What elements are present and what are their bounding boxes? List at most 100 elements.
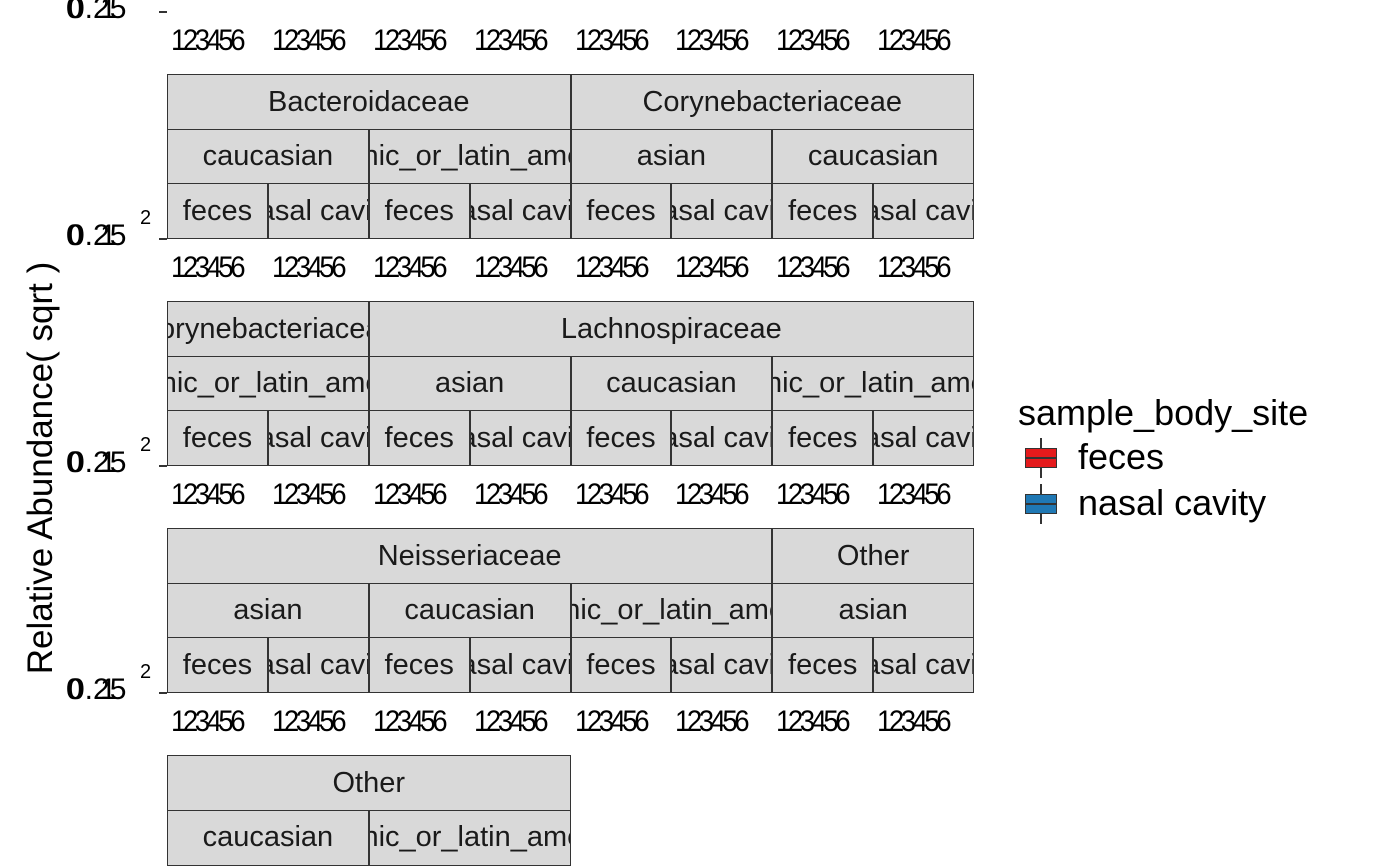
y-tick-label: 2 — [140, 661, 152, 683]
facet-strip-ethnicity: asian — [167, 582, 369, 639]
y-tick-label: 1 — [100, 219, 117, 252]
x-tick-labels: 123456 — [877, 251, 952, 284]
facet-strip-ethnicity: asian — [772, 582, 974, 639]
x-tick-labels: 123456 — [473, 24, 549, 57]
y-tick-label: 0 — [66, 673, 83, 706]
x-tick-labels: 123456 — [473, 705, 549, 738]
legend-item-feces: feces — [1018, 434, 1308, 480]
facet-strip-body-site: nasal cavity — [671, 637, 773, 693]
facet-strip-family: Neisseriaceae — [167, 528, 773, 584]
facet-strip-body-site: feces — [368, 183, 470, 239]
x-tick-labels: 123456 — [574, 478, 650, 511]
y-tick-label: 2 — [140, 434, 152, 456]
facet-strip-body-site: feces — [570, 637, 672, 693]
x-tick-labels: 123456 — [574, 24, 650, 57]
y-tick-label: 2 — [140, 207, 152, 229]
facet-strip-family: Other — [772, 528, 974, 584]
facet-strip-family: Corynebacteriaceae — [167, 301, 369, 357]
x-tick-labels: 123456 — [877, 24, 952, 57]
y-tick-mark — [159, 465, 167, 467]
x-tick-labels: 123456 — [271, 251, 347, 284]
facet-strip-body-site: nasal cavity — [671, 183, 773, 239]
legend: sample_body_site feces nasal cavity — [1018, 392, 1308, 526]
facet-strip-body-site: nasal cavity — [267, 410, 369, 466]
x-tick-labels: 123456 — [271, 705, 347, 738]
facet-strip-family: Corynebacteriaceae — [570, 74, 974, 130]
facet-strip-body-site: nasal cavity — [469, 183, 571, 239]
y-tick-label: 2 — [140, 0, 151, 3]
legend-label-nasal-cavity: nasal cavity — [1078, 482, 1267, 523]
x-tick-labels: 123456 — [372, 24, 448, 57]
y-tick-label: 0 — [66, 446, 83, 479]
facet-strip-body-site: nasal cavity — [267, 637, 369, 693]
x-tick-labels: 123456 — [675, 705, 750, 738]
x-tick-labels: 123456 — [675, 24, 750, 57]
facet-strip-ethnicity: caucasian — [167, 128, 369, 185]
facet-strip-ethnicity: asian — [570, 128, 773, 185]
x-tick-labels: 123456 — [171, 478, 246, 511]
y-tick-label: 1 — [100, 673, 117, 706]
facet-strip-ethnicity: hispanic_or_latin_american — [167, 355, 369, 412]
facet-strip-body-site: feces — [368, 637, 470, 693]
x-tick-labels: 123456 — [171, 251, 246, 284]
y-tick-label: 1 — [100, 446, 117, 479]
x-tick-labels: 123456 — [271, 478, 347, 511]
y-tick-label: 1 — [100, 0, 117, 25]
facet-strip-body-site: feces — [368, 410, 470, 466]
y-tick-mark — [159, 238, 167, 240]
x-tick-labels: 123456 — [776, 705, 851, 738]
x-tick-labels: 123456 — [473, 251, 549, 284]
facet-strip-ethnicity: asian — [368, 355, 571, 412]
x-tick-labels: 123456 — [271, 24, 347, 57]
x-tick-labels: 123456 — [372, 251, 448, 284]
x-tick-labels: 123456 — [776, 251, 851, 284]
x-tick-labels: 123456 — [574, 251, 650, 284]
legend-label-feces: feces — [1078, 436, 1165, 477]
legend-item-nasal-cavity: nasal cavity — [1018, 480, 1308, 526]
facet-strip-body-site: nasal cavity — [267, 183, 369, 239]
x-tick-labels: 123456 — [675, 478, 750, 511]
facet-strip-ethnicity: caucasian — [167, 809, 369, 866]
y-tick-label: 0 — [66, 219, 83, 252]
facet-strip-ethnicity: hispanic_or_latin_american — [368, 128, 571, 185]
facet-strip-ethnicity: caucasian — [368, 582, 571, 639]
x-tick-labels: 123456 — [675, 251, 750, 284]
legend-title: sample_body_site — [1018, 392, 1309, 433]
legend-key-feces — [1022, 434, 1060, 480]
x-tick-labels: 123456 — [372, 478, 448, 511]
facet-strip-ethnicity: hispanic_or_latin_american — [368, 809, 571, 866]
facet-strip-body-site: feces — [167, 637, 268, 693]
facet-strip-ethnicity: hispanic_or_latin_american — [570, 582, 773, 639]
y-tick-label: 0.25 — [68, 219, 127, 252]
y-tick-mark — [159, 11, 167, 13]
facet-strip-ethnicity: hispanic_or_latin_american — [772, 355, 974, 412]
facet-strip-ethnicity: caucasian — [772, 128, 974, 185]
facet-strip-family: Bacteroidaceae — [167, 74, 571, 130]
y-tick-mark — [159, 692, 167, 694]
y-axis-title: Relative Abundance( sqrt ) — [21, 261, 60, 675]
x-tick-labels: 123456 — [776, 24, 851, 57]
facet-strip-family: Lachnospiraceae — [368, 301, 974, 357]
y-tick-label: 0.25 — [68, 673, 127, 706]
facet-strip-body-site: nasal cavity — [873, 410, 974, 466]
x-tick-labels: 123456 — [877, 705, 952, 738]
y-tick-label: 0.25 — [68, 0, 127, 25]
x-tick-labels: 123456 — [877, 478, 952, 511]
facet-strip-body-site: feces — [772, 637, 874, 693]
facet-strip-body-site: feces — [772, 183, 874, 239]
facet-strip-body-site: nasal cavity — [671, 410, 773, 466]
facet-strip-body-site: feces — [570, 183, 672, 239]
facet-strip-body-site: feces — [167, 410, 268, 466]
x-tick-labels: 123456 — [574, 705, 650, 738]
x-tick-labels: 123456 — [473, 478, 549, 511]
x-tick-labels: 123456 — [372, 705, 448, 738]
facet-strip-body-site: nasal cavity — [469, 410, 571, 466]
facet-plot-area: 00.2512123456123456123456123456123456123… — [66, 0, 974, 866]
facet-strip-body-site: nasal cavity — [469, 637, 571, 693]
facet-strip-family: Other — [167, 755, 571, 811]
facet-strip-body-site: feces — [167, 183, 268, 239]
y-tick-label: 0 — [66, 0, 83, 25]
facet-strip-body-site: nasal cavity — [873, 183, 974, 239]
facet-strip-body-site: nasal cavity — [873, 637, 974, 693]
x-tick-labels: 123456 — [171, 705, 246, 738]
